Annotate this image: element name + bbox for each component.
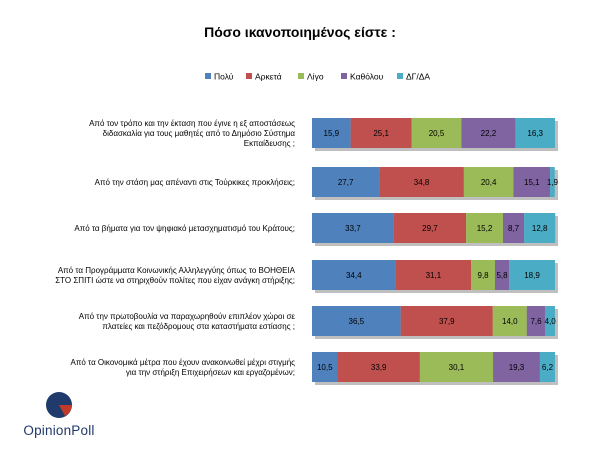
bar-segment-4-0 — [312, 306, 401, 336]
category-label-0-line-0: Από τον τρόπο και την έκταση που έγινε η… — [89, 119, 295, 128]
value-label-2-0: 33,7 — [345, 224, 361, 233]
bar-segment-2-1 — [393, 213, 467, 243]
value-label-1-3: 15,1 — [524, 178, 540, 187]
category-label-4-line-0: Από την πρωτοβουλία να παραχωρηθούν επιπ… — [79, 312, 296, 321]
bar-segment-1-3 — [513, 167, 551, 197]
bar-segment-5-3 — [493, 352, 540, 382]
bar-segment-0-2 — [411, 118, 462, 148]
bars-group: 15,9 25,1 20,5 22,2 16,3 27,7 34,8 20,4 15,1 1,9 3… — [312, 118, 559, 385]
value-label-4-1: 37,9 — [439, 317, 455, 326]
value-label-1-4: 1,9 — [547, 178, 559, 187]
bar-segment-3-4 — [509, 260, 555, 290]
value-label-2-2: 15,2 — [477, 224, 493, 233]
bar-segment-4-4 — [545, 306, 555, 336]
value-label-3-1: 31,1 — [426, 271, 442, 280]
value-label-5-2: 30,1 — [449, 363, 465, 372]
legend-label-1: Αρκετά — [255, 72, 282, 82]
value-label-4-2: 14,0 — [502, 317, 518, 326]
value-label-3-3: 5,8 — [496, 271, 508, 280]
value-label-2-1: 29,7 — [422, 224, 438, 233]
bar-segment-1-4 — [550, 167, 555, 197]
category-label-2-line-0: Από τα βήματα για τον ψηφιακό μετασχηματ… — [74, 224, 295, 233]
value-label-0-4: 16,3 — [527, 129, 543, 138]
value-label-4-4: 4,0 — [545, 317, 557, 326]
legend-label-0: Πολύ — [214, 72, 234, 82]
bar-segment-2-0 — [312, 213, 394, 243]
chart-title: Πόσο ικανοποιημένος είστε : — [204, 24, 396, 40]
value-label-4-0: 36,5 — [349, 317, 365, 326]
opinionpoll-logo: OpinionPoll — [10, 390, 108, 438]
bar-segment-0-1 — [350, 118, 412, 148]
bar-segment-4-2 — [492, 306, 527, 336]
bar-segment-5-4 — [539, 352, 555, 382]
bar-segment-3-0 — [312, 260, 396, 290]
bar-segment-1-2 — [463, 167, 514, 197]
bar-segment-3-3 — [494, 260, 510, 290]
legend-swatch-0 — [205, 73, 211, 79]
value-label-1-2: 20,4 — [481, 178, 497, 187]
category-label-5-line-1: για την στήριξη Επιχειρήσεων και εργαζομ… — [126, 368, 295, 377]
value-label-5-0: 10,5 — [317, 363, 333, 372]
category-label-5-line-0: Από τα Οικονομικά μέτρα που έχουν ανακοι… — [71, 358, 296, 367]
value-label-2-4: 12,8 — [532, 224, 548, 233]
value-label-0-1: 25,1 — [373, 129, 389, 138]
legend-label-3: Καθόλου — [350, 72, 384, 82]
legend-swatch-2 — [298, 73, 304, 79]
bar-segment-0-4 — [515, 118, 555, 148]
category-label-3-line-0: Από τα Προγράμματα Κοινωνικής Αλληλεγγύη… — [58, 266, 296, 275]
value-label-4-3: 7,6 — [530, 317, 542, 326]
value-label-3-2: 9,8 — [478, 271, 490, 280]
bar-segment-2-4 — [524, 213, 556, 243]
category-label-1-line-0: Από την στάση μας απέναντι στις Τούρκικε… — [95, 178, 295, 187]
bar-segment-4-1 — [400, 306, 493, 336]
category-label-3-line-1: ΣΤΟ ΣΠΙΤΙ ώστε να στηριχθούν πολίτες που… — [55, 276, 295, 285]
value-label-5-4: 6,2 — [542, 363, 554, 372]
value-label-2-3: 8,7 — [508, 224, 520, 233]
logo-text: OpinionPoll — [23, 423, 95, 438]
bar-segment-3-1 — [395, 260, 472, 290]
bar-segment-0-3 — [461, 118, 516, 148]
bar-segment-0-0 — [312, 118, 351, 148]
bar-segment-5-1 — [337, 352, 420, 382]
legend-swatch-4 — [397, 73, 403, 79]
bar-segment-3-2 — [471, 260, 495, 290]
bar-segment-4-3 — [526, 306, 546, 336]
legend-swatch-3 — [341, 73, 347, 79]
value-label-3-0: 34,4 — [346, 271, 362, 280]
legend-label-4: ΔΓ/ΔΑ — [406, 72, 430, 82]
value-label-5-3: 19,3 — [509, 363, 525, 372]
category-label-0-line-2: Εκπαίδευσης ; — [244, 139, 295, 148]
bar-segment-5-0 — [312, 352, 338, 382]
legend: Πολύ Αρκετά Λίγο Καθόλου ΔΓ/ΔΑ — [205, 72, 430, 82]
bar-segment-5-2 — [419, 352, 494, 382]
bar-segment-1-0 — [312, 167, 380, 197]
value-label-0-0: 15,9 — [324, 129, 340, 138]
value-label-0-2: 20,5 — [429, 129, 445, 138]
value-label-1-1: 34,8 — [414, 178, 430, 187]
logo-circle-icon — [46, 392, 72, 418]
category-label-4-line-1: πλατείες και πεζόδρομους στα καταστήματα… — [102, 322, 295, 331]
legend-swatch-1 — [246, 73, 252, 79]
legend-label-2: Λίγο — [307, 72, 324, 82]
category-label-0-line-1: διδασκαλία για τους μαθητές από το Δημόσ… — [103, 129, 296, 138]
category-labels: Από τον τρόπο και την έκταση που έγινε η… — [55, 119, 295, 377]
value-label-0-3: 22,2 — [481, 129, 497, 138]
value-label-3-4: 18,9 — [524, 271, 540, 280]
value-label-5-1: 33,9 — [371, 363, 387, 372]
bar-segment-2-3 — [502, 213, 525, 243]
bar-segment-1-1 — [379, 167, 464, 197]
value-label-1-0: 27,7 — [338, 178, 354, 187]
bar-segment-2-2 — [466, 213, 503, 243]
